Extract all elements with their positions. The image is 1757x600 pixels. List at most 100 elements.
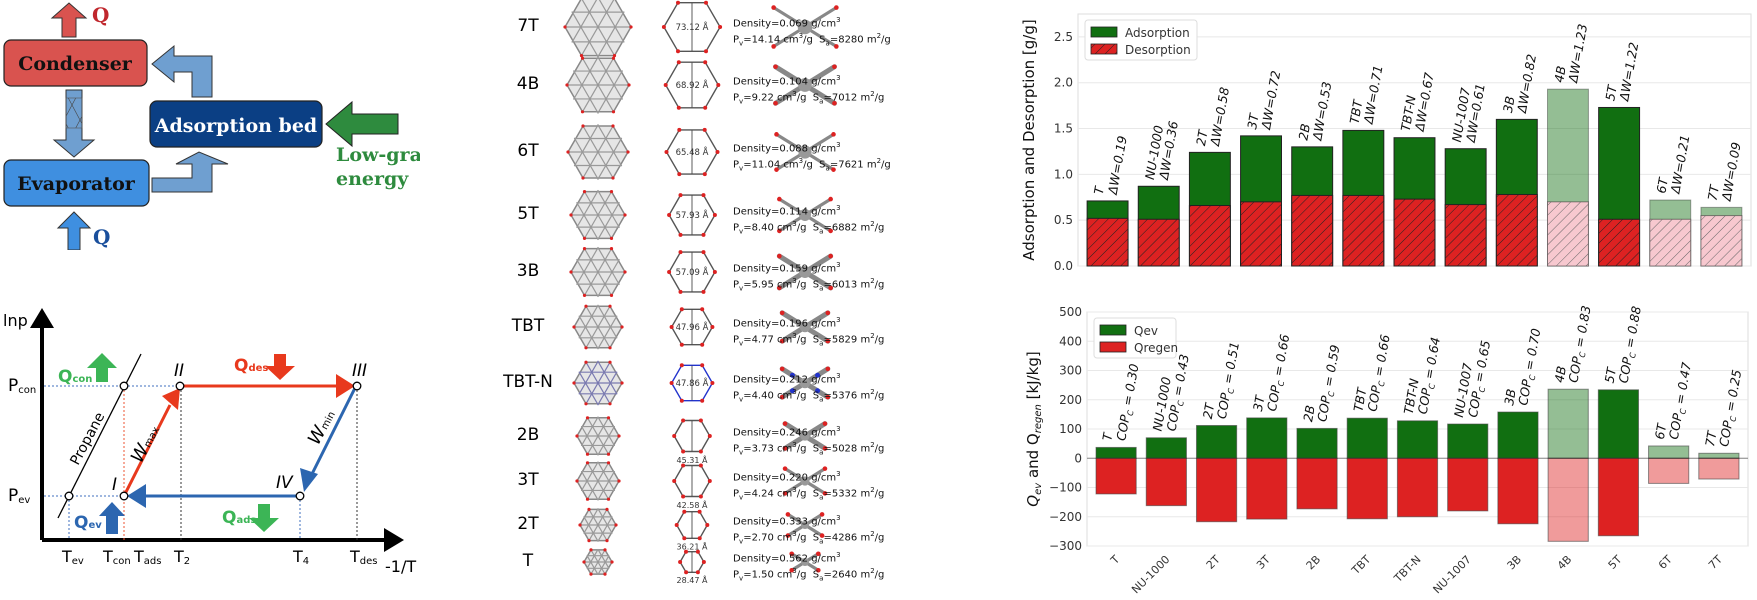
q-ads-arrow-icon <box>249 504 279 532</box>
pore-size-label: 47.96 Å <box>676 321 709 333</box>
surface-area-value: =5332 m <box>823 488 871 500</box>
desorption-hatch <box>1649 219 1691 266</box>
mof-lattice-icon <box>566 124 630 180</box>
pore-size-label: 28.47 Å <box>677 574 708 585</box>
qev-bar <box>1698 452 1740 459</box>
surface-area-value: =7012 m <box>823 92 871 104</box>
evaporator-label: Evaporator <box>17 173 136 195</box>
q-des-label: Q <box>234 356 248 376</box>
mof-pore-icon <box>667 250 717 294</box>
mof-lattice-icon <box>565 56 631 114</box>
svg-text:Pev: Pev <box>8 486 30 506</box>
pore-volume-value: =5.95 cm <box>743 279 793 291</box>
mof-linker-icon <box>771 5 839 49</box>
q-top-label: Q <box>92 3 109 27</box>
mof-linker-icon <box>785 512 825 538</box>
qregen-bar <box>1648 457 1690 484</box>
pore-volume-value: =9.22 cm <box>743 92 793 104</box>
legend-swatch <box>1099 341 1127 353</box>
heat-out-arrow-icon <box>50 2 88 38</box>
mof-linker-icon <box>779 310 831 344</box>
desorption-hatch <box>1189 205 1231 266</box>
cop-annotation: COPC = 0.65 <box>1465 339 1495 419</box>
qregen-bar <box>1195 457 1238 523</box>
bar-name-annotation: 2T <box>1193 128 1211 147</box>
qregen-bar <box>1246 457 1288 520</box>
bar-name-annotation: 6T <box>1653 175 1671 194</box>
qregen-bar <box>1346 457 1388 520</box>
heat-in-arrow-icon <box>56 211 92 251</box>
mof-pore-icon <box>663 60 721 110</box>
mof-properties: Density=0.104 g/cm3 Pv=9.22 cm3/g Sa=7012… <box>733 74 885 106</box>
density-value: Density=0.104 g/cm <box>733 76 837 88</box>
legend-label: Adsorption <box>1125 26 1190 40</box>
svg-text:T2: T2 <box>173 547 190 567</box>
cop-annotation: COPC = 0.51 <box>1214 341 1244 421</box>
qev-bar <box>1195 424 1238 459</box>
mof-name: TBT <box>511 316 545 336</box>
point-IV: IV <box>276 473 294 493</box>
y-tick-label: 1.5 <box>1054 122 1073 136</box>
mof-lattice-icon <box>582 548 614 576</box>
mof-linker-icon <box>782 421 828 451</box>
surface-area-value: =4286 m <box>823 532 871 544</box>
condenser-box <box>3 39 148 87</box>
bar-name-annotation: 3B <box>1501 388 1519 407</box>
p-ev-label: P <box>8 486 18 506</box>
point-I: I <box>112 475 117 495</box>
t-ads-label: T <box>133 547 144 566</box>
y-tick-label: −300 <box>1049 539 1082 553</box>
mof-properties: Density=0.246 g/cm3 Pv=3.73 cm3/g Sa=5028… <box>733 425 885 457</box>
pore-volume-value: =4.24 cm <box>743 488 793 500</box>
mof-pore-icon <box>667 193 717 237</box>
pore-size-label: 47.86 Å <box>676 377 709 389</box>
y-axis-arrow-icon <box>30 308 54 328</box>
bar-name-annotation: TBT-N <box>1398 94 1419 133</box>
chart-legend: Adsorption Desorption <box>1084 19 1198 61</box>
desorption-hatch <box>1240 201 1282 266</box>
t-con-label: T <box>102 547 113 566</box>
y-tick-label: 2.5 <box>1054 30 1073 44</box>
desorption-hatch <box>1598 219 1640 266</box>
surface-area-value: =5376 m <box>823 390 871 402</box>
y-tick-label: 100 <box>1059 422 1082 436</box>
bar-name-annotation: TBT-N <box>1401 377 1422 416</box>
mof-linker-icon <box>779 366 831 400</box>
x-tick-label: 7T <box>1706 553 1725 572</box>
bar-name-annotation: 2B <box>1300 404 1318 423</box>
bar-name-annotation: T <box>1091 184 1107 195</box>
cop-annotation: COPC = 0.88 <box>1616 305 1646 385</box>
mof-pore-icon <box>674 509 710 541</box>
y-tick-label: 500 <box>1059 305 1082 319</box>
mof-lattice-icon <box>572 360 624 406</box>
y-tick-label: 0.5 <box>1054 213 1073 227</box>
x-tick-label: NU-1000 <box>1129 553 1172 596</box>
pore-size-label: 57.09 Å <box>676 266 709 278</box>
pore-volume-value: =1.50 cm <box>743 569 793 581</box>
svg-text:Tev: Tev <box>61 547 84 567</box>
mof-properties: Density=0.114 g/cm3 Pv=8.40 cm3/g Sa=6882… <box>733 204 885 236</box>
bar-name-annotation: 3T <box>1244 111 1262 130</box>
density-value: Density=0.159 g/cm <box>733 263 837 275</box>
x-tick-label: 2T <box>1204 553 1223 572</box>
mof-linker-icon <box>773 64 837 106</box>
legend-swatch <box>1099 324 1127 336</box>
energy-input-arrow-icon <box>325 100 399 148</box>
q-con-label: Q <box>58 367 72 387</box>
mof-properties: Density=0.212 g/cm3 Pv=4.40 cm3/g Sa=5376… <box>733 372 885 404</box>
bar-name-annotation: 3T <box>1250 393 1268 412</box>
qev-bar <box>1145 437 1187 459</box>
x-axis-arrow-icon <box>384 528 404 552</box>
condenser-label: Condenser <box>18 53 133 75</box>
legend-swatch <box>1090 26 1118 38</box>
mof-linker-icon <box>774 132 836 172</box>
density-value: Density=0.220 g/cm <box>733 472 837 484</box>
svg-text:Pcon: Pcon <box>8 376 36 396</box>
